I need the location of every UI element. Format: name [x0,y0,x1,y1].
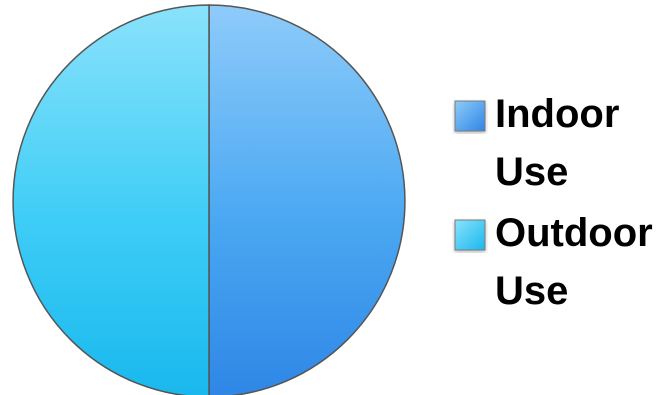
legend-entry-outdoor-use: Outdoor Use [454,211,653,313]
legend: Indoor Use Outdoor Use [454,92,653,313]
legend-label: Indoor Use [495,92,619,194]
legend-swatch [454,219,486,251]
pie-slices [12,4,406,395]
pie-slice-outdoor-use [12,4,210,395]
legend-label: Outdoor Use [495,211,653,313]
pie-slice-indoor-use [208,4,406,395]
legend-swatch [454,100,486,132]
legend-entry-indoor-use: Indoor Use [454,92,619,194]
